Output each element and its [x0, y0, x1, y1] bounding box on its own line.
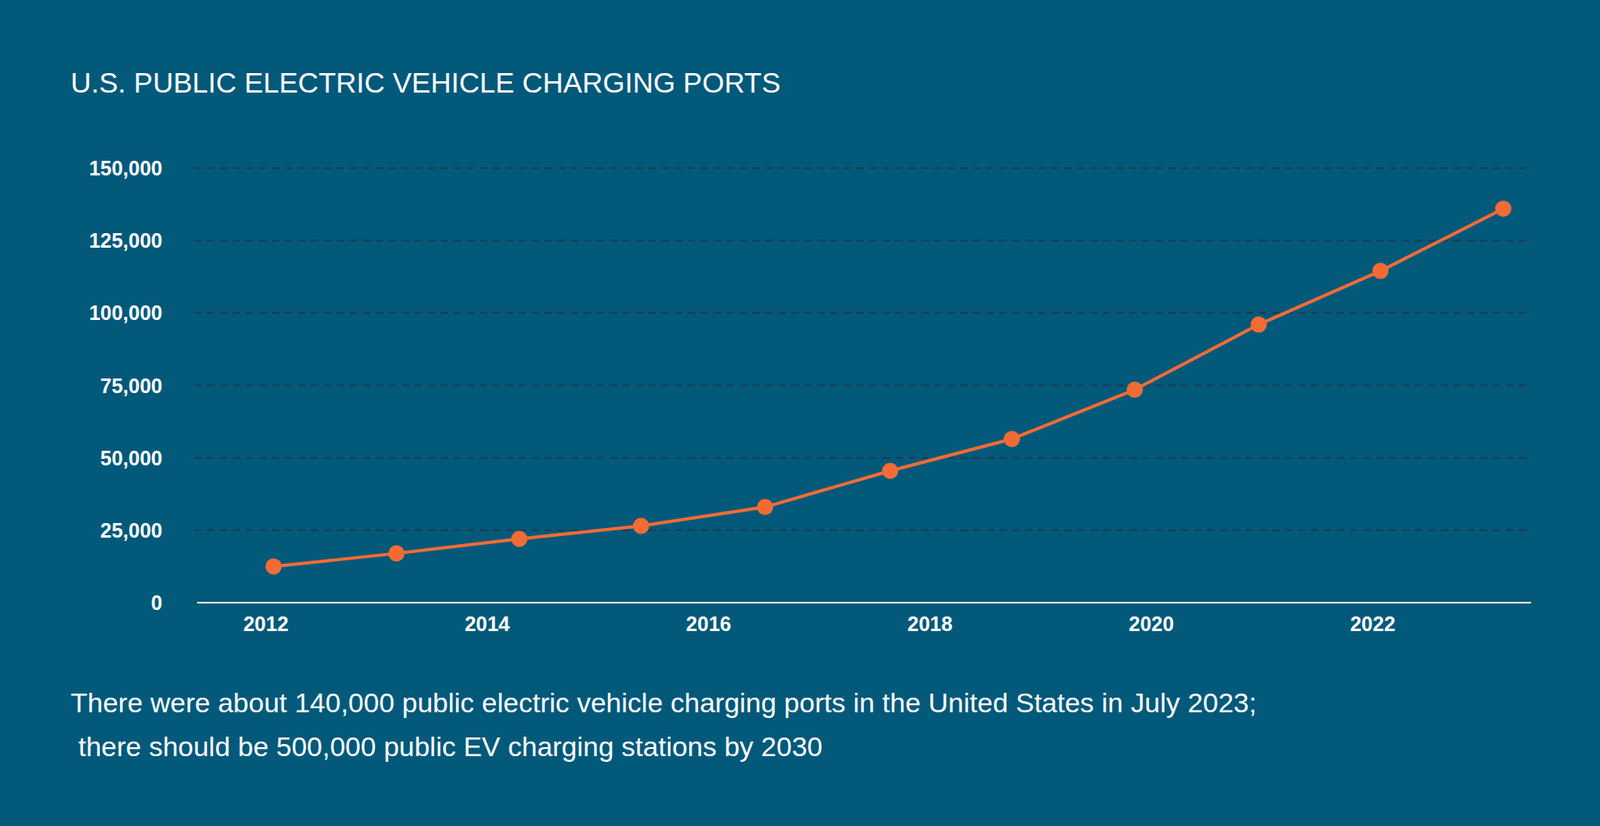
y-tick-label: 125,000: [89, 228, 163, 252]
y-tick-label: 150,000: [89, 156, 163, 180]
y-tick-label: 0: [150, 590, 163, 614]
y-tick-label: 100,000: [89, 301, 163, 324]
point: [388, 544, 405, 561]
subtitle: There were about 140,000 public electric…: [70, 686, 1257, 762]
point: [1250, 316, 1268, 333]
line: [273, 208, 1504, 566]
point: [511, 530, 528, 548]
point: [1004, 430, 1021, 447]
x-tick-label: 2014: [464, 612, 510, 635]
point: [882, 462, 899, 479]
grid-line: [194, 167, 1528, 169]
grid-line: [194, 457, 1528, 459]
grid-line: [194, 384, 1528, 387]
grid-line: [194, 529, 1528, 531]
point: [1372, 263, 1389, 280]
x-tick-label: 2022: [1349, 612, 1396, 635]
point: [265, 557, 282, 574]
x-tick-label: 2012: [243, 612, 289, 635]
y-tick-label: 50,000: [100, 446, 163, 470]
x-tick-label: 2016: [685, 612, 732, 635]
x-axis-line: [197, 601, 1531, 604]
point: [1126, 381, 1143, 398]
point: [633, 517, 650, 534]
y-tick-label: 25,000: [100, 518, 163, 542]
y-tick-label: 75,000: [100, 374, 163, 397]
point: [1495, 200, 1512, 217]
plot-area: [265, 200, 1512, 574]
grid-line: [194, 239, 1528, 242]
x-tick-label: 2020: [1129, 612, 1175, 635]
x-tick-label: 2018: [907, 612, 954, 635]
background: [0, 0, 1600, 826]
grid-line: [194, 311, 1528, 314]
chart: U.S. PUBLIC ELECTRIC VEHICLE CHARGING PO…: [0, 0, 1600, 826]
title: U.S. PUBLIC ELECTRIC VEHICLE CHARGING PO…: [70, 66, 781, 99]
point: [756, 498, 773, 515]
x-axis-line: [197, 601, 1531, 604]
